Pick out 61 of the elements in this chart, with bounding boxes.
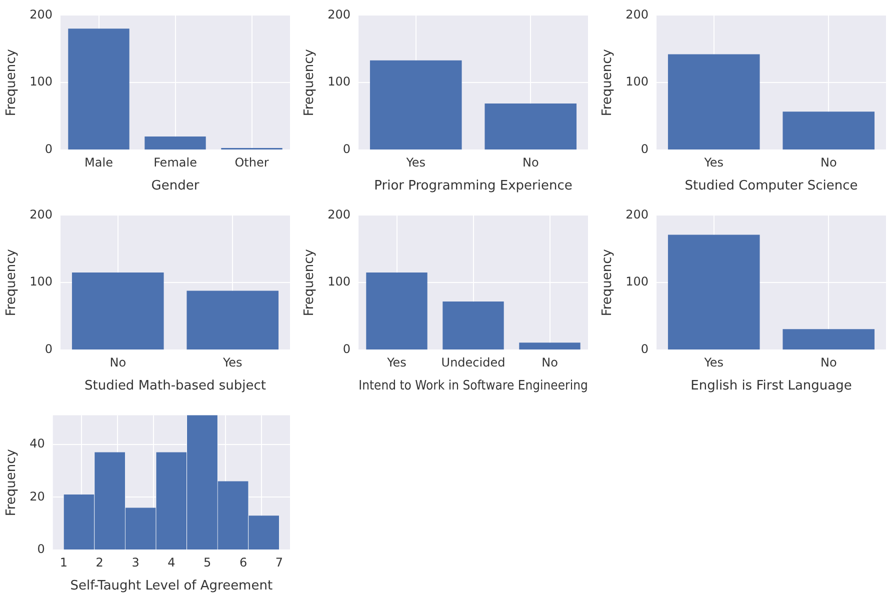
- x-tick-label: Yes: [222, 355, 242, 370]
- x-tick-label: No: [820, 355, 837, 370]
- x-tick-label: No: [522, 155, 539, 170]
- x-axis-title: Studied Computer Science: [684, 178, 858, 194]
- y-axis-title: Frequency: [600, 48, 616, 116]
- x-tick-label: 3: [132, 555, 140, 570]
- x-tick-label: 6: [239, 555, 248, 570]
- bar: [519, 342, 580, 350]
- y-tick-label: 0: [44, 342, 53, 356]
- y-tick-label: 100: [626, 274, 649, 289]
- bar: [144, 136, 206, 150]
- x-axis-title: Self-Taught Level of Agreement: [70, 578, 273, 594]
- y-tick-label: 0: [44, 142, 53, 156]
- y-tick-label: 200: [626, 7, 649, 22]
- x-tick-label: No: [820, 155, 837, 170]
- bar: [68, 28, 130, 150]
- y-axis-title: Frequency: [4, 48, 20, 116]
- x-tick-label: Male: [84, 155, 113, 170]
- y-axis-title: Frequency: [600, 248, 616, 316]
- x-tick-label: No: [110, 355, 126, 370]
- x-tick-label: Yes: [703, 155, 724, 170]
- y-tick-label: 0: [37, 542, 45, 556]
- bar: [366, 272, 428, 350]
- y-tick-label: 0: [640, 142, 649, 156]
- x-tick-label: 5: [204, 555, 212, 570]
- y-tick-label: 40: [30, 436, 45, 450]
- x-axis-title: Prior Programming Experience: [374, 178, 572, 194]
- x-tick-label: 1: [60, 555, 68, 570]
- y-tick-label: 100: [328, 274, 351, 289]
- x-axis-title: Gender: [151, 178, 200, 194]
- x-tick-label: Yes: [405, 155, 426, 170]
- x-tick-label: 4: [168, 555, 176, 570]
- y-tick-label: 20: [30, 489, 45, 504]
- y-tick-label: 0: [640, 342, 649, 356]
- y-tick-label: 0: [342, 142, 351, 156]
- y-axis-title: Frequency: [4, 448, 20, 516]
- y-tick-label: 100: [30, 274, 53, 289]
- y-axis-title: Frequency: [302, 48, 318, 116]
- x-tick-label: Female: [154, 155, 197, 170]
- y-tick-label: 100: [626, 74, 649, 89]
- x-tick-label: Undecided: [441, 355, 506, 370]
- x-tick-label: Other: [234, 155, 269, 170]
- y-tick-label: 200: [328, 7, 351, 22]
- y-axis-title: Frequency: [302, 248, 318, 316]
- y-axis-title: Frequency: [4, 248, 20, 316]
- y-tick-label: 100: [328, 74, 351, 89]
- bar: [442, 301, 504, 350]
- x-tick-label: Yes: [386, 355, 406, 370]
- y-tick-label: 100: [30, 74, 53, 89]
- y-tick-label: 200: [30, 207, 53, 222]
- x-tick-label: 2: [96, 555, 104, 570]
- x-axis-title: Intend to Work in Software Engineering: [358, 378, 588, 393]
- x-tick-label: 7: [275, 555, 284, 570]
- x-axis-title: English is First Language: [690, 378, 852, 394]
- y-tick-label: 200: [328, 207, 351, 222]
- x-axis-title: Studied Math-based subject: [84, 378, 266, 394]
- x-tick-label: Yes: [703, 355, 724, 370]
- y-tick-label: 0: [342, 342, 351, 356]
- y-tick-label: 200: [626, 207, 649, 222]
- y-tick-label: 200: [30, 7, 53, 22]
- x-tick-label: No: [542, 355, 558, 370]
